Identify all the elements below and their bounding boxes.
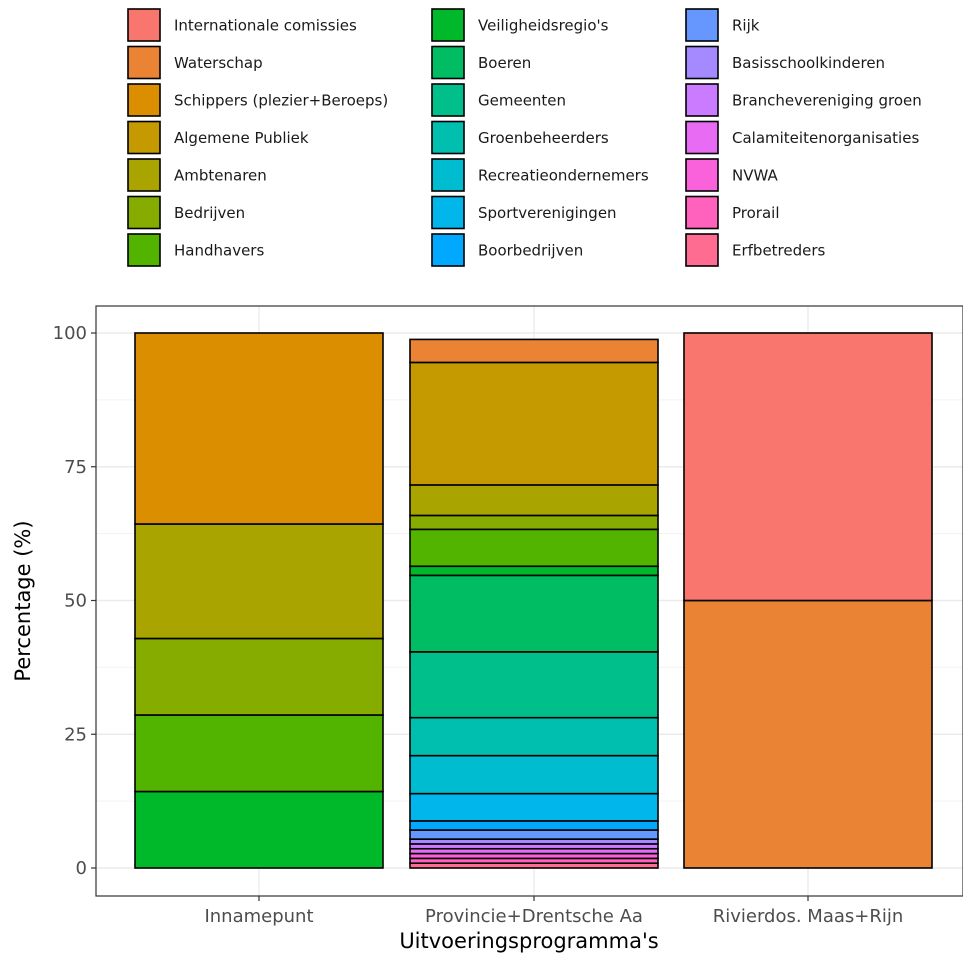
legend-key xyxy=(685,195,719,230)
bar-segment xyxy=(683,332,933,602)
legend-key xyxy=(127,233,161,267)
legend-label: Sportverenigingen xyxy=(478,204,617,222)
bar-segment xyxy=(409,792,659,822)
legend-key xyxy=(127,45,161,80)
legend-key xyxy=(127,195,161,230)
legend-label: Prorail xyxy=(732,204,780,222)
y-axis-title: Percentage (%) xyxy=(11,520,35,681)
bar-segment xyxy=(409,754,659,795)
legend-key xyxy=(685,83,719,117)
bar-segment xyxy=(409,338,659,364)
legend-key xyxy=(431,83,465,117)
bar-segment xyxy=(409,716,659,757)
legend-key xyxy=(685,8,719,42)
legend-label: Algemene Publiek xyxy=(174,129,309,147)
bar-segment xyxy=(409,528,659,568)
legend-label: Rijk xyxy=(732,17,760,35)
legend-label: Bedrijven xyxy=(174,204,245,222)
legend-label: Branchevereniging groen xyxy=(732,92,922,110)
legend-key xyxy=(685,233,719,267)
legend-label: Groenbeheerders xyxy=(478,129,609,147)
bar-segment xyxy=(409,820,659,831)
legend-key xyxy=(431,158,465,192)
legend-label: Gemeenten xyxy=(478,92,566,110)
x-tick-label: Innamepunt xyxy=(204,906,313,927)
bar-segment xyxy=(134,714,384,793)
legend: Internationale comissies Waterschap Schipp… xyxy=(127,8,922,267)
bar-segment xyxy=(409,829,659,840)
legend-key xyxy=(127,158,161,192)
bar-segment xyxy=(409,651,659,719)
bar-segment xyxy=(134,790,384,869)
legend-key xyxy=(431,195,465,230)
y-tick-label: 50 xyxy=(64,591,87,612)
x-axis: Innamepunt Provincie+Drentsche Aa Rivierdo… xyxy=(204,896,903,927)
legend-label: Erfbetreders xyxy=(732,242,826,260)
legend-key xyxy=(431,45,465,80)
bar-segment xyxy=(134,637,384,716)
x-tick-label: Rivierdos. Maas+Rijn xyxy=(713,906,904,927)
legend-label: Schippers (plezier+Beroeps) xyxy=(174,92,388,110)
legend-key xyxy=(431,233,465,267)
bar-segment xyxy=(409,484,659,517)
legend-label: Basisschoolkinderen xyxy=(732,54,885,72)
legend-key xyxy=(127,83,161,117)
y-tick-label: 100 xyxy=(53,323,87,344)
legend-key xyxy=(431,8,465,42)
y-tick-label: 0 xyxy=(76,858,87,879)
y-tick-label: 75 xyxy=(64,457,87,478)
legend-label: Veiligheidsregio's xyxy=(478,17,609,35)
legend-key xyxy=(431,120,465,155)
bar-segment xyxy=(409,565,659,577)
bar-segment xyxy=(134,523,384,640)
legend-key xyxy=(127,120,161,155)
legend-label: NVWA xyxy=(732,167,778,185)
legend-label: Boorbedrijven xyxy=(478,242,583,260)
bar-segment xyxy=(409,361,659,486)
bar-segment xyxy=(683,599,933,869)
legend-label: Ambtenaren xyxy=(174,167,267,185)
y-axis: 0 25 50 75 100 xyxy=(53,323,96,879)
y-tick-label: 25 xyxy=(64,724,87,745)
legend-key xyxy=(127,8,161,42)
plot-panel xyxy=(95,305,963,897)
legend-key xyxy=(685,120,719,155)
bar-segment xyxy=(409,514,659,531)
x-tick-label: Provincie+Drentsche Aa xyxy=(425,906,643,927)
legend-label: Internationale comissies xyxy=(174,17,357,35)
legend-label: Calamiteitenorganisaties xyxy=(732,129,919,147)
bar-segment xyxy=(409,574,659,653)
x-axis-title: Uitvoeringsprogramma's xyxy=(399,929,658,953)
legend-key xyxy=(685,45,719,80)
legend-label: Waterschap xyxy=(174,54,263,72)
legend-label: Handhavers xyxy=(174,242,264,260)
legend-label: Recreatieondernemers xyxy=(478,167,649,185)
legend-key xyxy=(685,158,719,192)
bar-segment xyxy=(134,332,384,525)
legend-label: Boeren xyxy=(478,54,531,72)
bars xyxy=(134,332,933,869)
